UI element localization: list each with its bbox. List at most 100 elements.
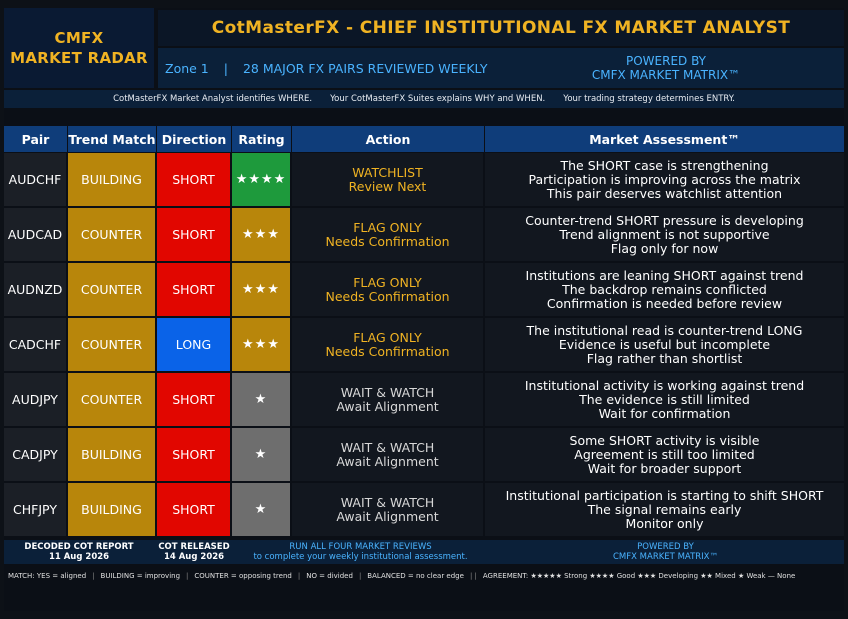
action-primary: FLAG ONLY <box>353 219 422 235</box>
action-cell: WAIT & WATCH Await Alignment <box>292 428 485 481</box>
table-row: AUDCAD COUNTER SHORT ★★★ FLAG ONLY Needs Conf… <box>4 208 844 261</box>
pair-cell: AUDNZD <box>4 263 68 316</box>
direction-cell: SHORT <box>157 153 232 206</box>
rating-cell: ★★★ <box>232 318 292 371</box>
assessment-line: Participation is improving across the ma… <box>528 171 801 187</box>
assessment-line: The institutional read is counter-trend … <box>526 322 803 338</box>
pair-cell: AUDJPY <box>4 373 68 426</box>
action-primary: WATCHLIST <box>352 164 423 180</box>
legend-building: BUILDING = improving <box>100 572 181 580</box>
col-header-direction: Direction <box>157 126 232 152</box>
direction-cell: SHORT <box>157 373 232 426</box>
assessment-line: Flag only for now <box>610 240 719 256</box>
direction-cell: LONG <box>157 318 232 371</box>
col-header-trend: Trend Match <box>68 126 157 152</box>
assessment-line: Institutional participation is starting … <box>505 487 824 503</box>
assessment-cell: Institutional participation is starting … <box>485 483 844 536</box>
assessment-line: Wait for broader support <box>587 460 742 476</box>
decoded-label: DECODED COT REPORT <box>24 542 134 552</box>
assessment-line: Agreement is still too limited <box>574 446 755 462</box>
legend-sep: | <box>358 572 362 580</box>
zone-bar: Zone 1 | 28 MAJOR FX PAIRS REVIEWED WEEK… <box>158 48 844 88</box>
legend-counter: COUNTER = opposing trend <box>194 572 292 580</box>
rating-cell: ★ <box>232 483 292 536</box>
tagline-part1: CotMasterFX Market Analyst identifies WH… <box>113 94 313 104</box>
trend-match-cell: COUNTER <box>68 208 157 261</box>
legend-sep-double: | | <box>469 572 477 580</box>
footer-powered-line1: POWERED BY <box>637 542 694 552</box>
legend-match: MATCH: YES = aligned <box>8 572 87 580</box>
pair-cell: AUDCAD <box>4 208 68 261</box>
trend-match-cell: COUNTER <box>68 318 157 371</box>
action-secondary: Needs Confirmation <box>325 233 450 249</box>
assessment-cell: The SHORT case is strengthening Participa… <box>485 153 844 206</box>
assessment-line: The evidence is still limited <box>579 391 750 407</box>
table-row: AUDJPY COUNTER SHORT ★ WAIT & WATCH Await Ali… <box>4 373 844 426</box>
table-row: AUDCHF BUILDING SHORT ★★★★ WATCHLIST Review N… <box>4 153 844 206</box>
pair-cell: CADCHF <box>4 318 68 371</box>
legend-bar: MATCH: YES = aligned | BUILDING = improv… <box>4 569 844 583</box>
tagline-part3: Your trading strategy determines ENTRY. <box>563 94 735 104</box>
direction-cell: SHORT <box>157 208 232 261</box>
legend-balanced: BALANCED = no clear edge <box>367 572 464 580</box>
assessment-line: Trend alignment is not supportive <box>559 226 770 242</box>
action-secondary: Needs Confirmation <box>325 288 450 304</box>
pair-cell: AUDCHF <box>4 153 68 206</box>
assessment-line: The backdrop remains conflicted <box>562 281 767 297</box>
trend-match-cell: COUNTER <box>68 373 157 426</box>
brand-logo: CMFX MARKET RADAR <box>4 8 154 88</box>
action-primary: WAIT & WATCH <box>340 494 435 510</box>
action-primary: FLAG ONLY <box>353 329 422 345</box>
table-row: AUDNZD COUNTER SHORT ★★★ FLAG ONLY Needs Conf… <box>4 263 844 316</box>
action-primary: WAIT & WATCH <box>340 439 435 455</box>
rating-cell: ★ <box>232 373 292 426</box>
assessment-line: Flag rather than shortlist <box>586 350 743 366</box>
action-secondary: Await Alignment <box>336 508 439 524</box>
action-secondary: Await Alignment <box>336 398 439 414</box>
powered-line2: CMFX MARKET MATRIX™ <box>591 68 741 82</box>
assessment-line: Monitor only <box>625 515 704 531</box>
legend-sep: | <box>186 572 189 580</box>
table-row: CHFJPY BUILDING SHORT ★ WAIT & WATCH Await Al… <box>4 483 844 536</box>
assessment-cell: Institutions are leaning SHORT against t… <box>485 263 844 316</box>
powered-line1: POWERED BY <box>625 54 706 68</box>
rating-cell: ★★★ <box>232 208 292 261</box>
assessment-line: Institutions are leaning SHORT against t… <box>525 267 804 283</box>
assessment-line: Confirmation is needed before review <box>546 295 783 311</box>
run-line1: RUN ALL FOUR MARKET REVIEWS <box>289 542 432 552</box>
assessment-line: Evidence is useful but incomplete <box>558 336 771 352</box>
action-primary: FLAG ONLY <box>353 274 422 290</box>
tagline-bar: CotMasterFX Market Analyst identifies WH… <box>4 90 844 108</box>
direction-cell: SHORT <box>157 483 232 536</box>
brand-line1: CMFX <box>54 29 104 47</box>
col-header-pair: Pair <box>4 126 68 152</box>
table-header: Pair Trend Match Direction Rating Action… <box>4 126 844 152</box>
legend-sep: | <box>92 572 95 580</box>
trend-match-cell: COUNTER <box>68 263 157 316</box>
rating-cell: ★★★★ <box>232 153 292 206</box>
run-line2: to complete your weekly institutional as… <box>253 552 468 562</box>
tagline-part2: Your CotMasterFX Suites explains WHY and… <box>330 94 546 104</box>
page-title: CotMasterFX - CHIEF INSTITUTIONAL FX MAR… <box>158 10 844 46</box>
action-cell: FLAG ONLY Needs Confirmation <box>292 318 485 371</box>
footer-powered: POWERED BY CMFX MARKET MATRIX™ <box>487 540 844 564</box>
assessment-cell: Institutional activity is working agains… <box>485 373 844 426</box>
direction-cell: SHORT <box>157 263 232 316</box>
action-cell: FLAG ONLY Needs Confirmation <box>292 208 485 261</box>
trend-match-cell: BUILDING <box>68 428 157 481</box>
rating-cell: ★ <box>232 428 292 481</box>
assessment-line: Some SHORT activity is visible <box>569 432 760 448</box>
trend-match-cell: BUILDING <box>68 153 157 206</box>
assessment-cell: Counter-trend SHORT pressure is developi… <box>485 208 844 261</box>
footer-bar: DECODED COT REPORT 11 Aug 2026 COT RELEA… <box>4 540 844 564</box>
pair-cell: CADJPY <box>4 428 68 481</box>
assessment-cell: The institutional read is counter-trend … <box>485 318 844 371</box>
table-row: CADJPY BUILDING SHORT ★ WAIT & WATCH Await Al… <box>4 428 844 481</box>
brand-line2: MARKET RADAR <box>10 49 148 67</box>
powered-by: POWERED BY CMFX MARKET MATRIX™ <box>488 54 844 82</box>
action-secondary: Review Next <box>348 178 427 194</box>
footer-released: COT RELEASED 14 Aug 2026 <box>154 540 234 564</box>
col-header-action: Action <box>292 126 485 152</box>
action-cell: FLAG ONLY Needs Confirmation <box>292 263 485 316</box>
legend-sep: | <box>297 572 301 580</box>
